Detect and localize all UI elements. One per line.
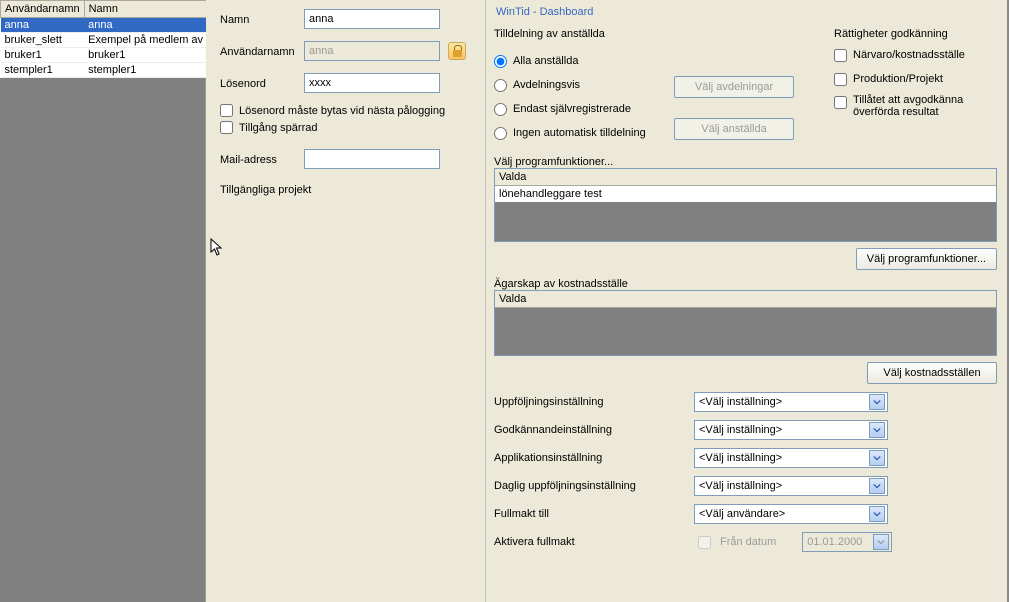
ownership-label: Ägarskap av kostnadsställe <box>494 278 997 290</box>
name-label: Namn <box>220 12 304 26</box>
daily-value: <Välj inställning> <box>699 480 782 492</box>
user-table[interactable]: Användarnamn Namn annaannabruker_slettEx… <box>0 0 217 78</box>
followup-value: <Välj inställning> <box>699 396 782 408</box>
cell-name: bruker1 <box>84 48 216 63</box>
radio-department[interactable] <box>494 79 507 92</box>
application-label: Applikationsinställning <box>494 452 694 464</box>
password-input[interactable] <box>304 73 440 93</box>
delegate-value: <Välj användare> <box>699 508 785 520</box>
table-row[interactable]: bruker_slettExempel på medlem av g <box>1 33 217 48</box>
program-functions-label: Välj programfunktioner... <box>494 156 997 168</box>
cell-username: bruker1 <box>1 48 85 63</box>
ownership-listbox[interactable]: Valda <box>494 290 997 356</box>
user-form-pane: Namn Användarnamn Lösenord Lösenord måst… <box>206 0 486 602</box>
radio-all-employees[interactable] <box>494 55 507 68</box>
from-date-checkbox <box>698 536 711 549</box>
radio-all-label: Alla anställda <box>513 55 578 67</box>
dashboard-pane: WinTid - Dashboard Tilldelning av anstäl… <box>486 0 1009 602</box>
approval-combo[interactable]: <Välj inställning> <box>694 420 888 440</box>
select-employees-button: Välj anställda <box>674 118 794 140</box>
name-input[interactable] <box>304 9 440 29</box>
activate-delegate-label: Aktivera fullmakt <box>494 536 694 548</box>
select-cost-centers-button[interactable]: Välj kostnadsställen <box>867 362 997 384</box>
approval-value: <Välj inställning> <box>699 424 782 436</box>
rights-title: Rättigheter godkänning <box>834 28 997 40</box>
cell-name: stempler1 <box>84 63 216 78</box>
radio-none-label: Ingen automatisk tilldelning <box>513 127 646 139</box>
chevron-down-icon <box>873 534 889 550</box>
rights-production-label: Produktion/Projekt <box>853 73 943 85</box>
program-functions-listbox[interactable]: Valda lönehandleggare test <box>494 168 997 242</box>
program-functions-header: Valda <box>495 169 996 186</box>
program-functions-item[interactable]: lönehandleggare test <box>495 186 996 202</box>
chevron-down-icon <box>869 422 885 438</box>
assign-title: Tilldelning av anställda <box>494 28 794 40</box>
followup-label: Uppföljningsinställning <box>494 396 694 408</box>
table-row[interactable]: bruker1bruker1 <box>1 48 217 63</box>
pw-must-change-checkbox[interactable] <box>220 104 233 117</box>
approval-label: Godkännandeinställning <box>494 424 694 436</box>
chevron-down-icon <box>869 506 885 522</box>
rights-allow-transfer-label: Tillåtet att avgodkänna överförda result… <box>853 94 997 118</box>
chevron-down-icon <box>869 394 885 410</box>
pw-must-change-label: Lösenord måste bytas vid nästa pålogging <box>239 105 445 117</box>
col-header-username[interactable]: Användarnamn <box>1 1 85 18</box>
chevron-down-icon <box>869 478 885 494</box>
radio-dept-label: Avdelningsvis <box>513 79 580 91</box>
username-input <box>304 41 440 61</box>
cell-username: anna <box>1 18 85 33</box>
daily-label: Daglig uppföljningsinställning <box>494 480 694 492</box>
cursor-icon <box>210 238 226 258</box>
from-date-combo: 01.01.2000 <box>802 532 892 552</box>
rights-attendance-checkbox[interactable] <box>834 49 847 62</box>
cell-name: Exempel på medlem av g <box>84 33 216 48</box>
access-locked-label: Tillgång spärrad <box>239 122 317 134</box>
table-row[interactable]: annaanna <box>1 18 217 33</box>
select-program-functions-button[interactable]: Välj programfunktioner... <box>856 248 997 270</box>
delegate-label: Fullmakt till <box>494 508 694 520</box>
from-date-label: Från datum <box>720 536 776 548</box>
radio-none[interactable] <box>494 127 507 140</box>
table-row[interactable]: stempler1stempler1 <box>1 63 217 78</box>
cell-username: stempler1 <box>1 63 85 78</box>
chevron-down-icon <box>869 450 885 466</box>
radio-selfreg[interactable] <box>494 103 507 116</box>
lock-icon[interactable] <box>448 42 466 60</box>
password-label: Lösenord <box>220 76 304 90</box>
user-list-pane: Användarnamn Namn annaannabruker_slettEx… <box>0 0 206 602</box>
followup-combo[interactable]: <Välj inställning> <box>694 392 888 412</box>
rights-allow-transfer-checkbox[interactable] <box>834 96 847 109</box>
daily-combo[interactable]: <Välj inställning> <box>694 476 888 496</box>
select-departments-button: Välj avdelningar <box>674 76 794 98</box>
dashboard-title: WinTid - Dashboard <box>496 6 997 18</box>
access-locked-checkbox[interactable] <box>220 121 233 134</box>
application-value: <Välj inställning> <box>699 452 782 464</box>
projects-label: Tillgängliga projekt <box>220 184 479 196</box>
ownership-header: Valda <box>495 291 996 308</box>
col-header-name[interactable]: Namn <box>84 1 216 18</box>
radio-self-label: Endast självregistrerade <box>513 103 631 115</box>
username-label: Användarnamn <box>220 44 304 58</box>
rights-attendance-label: Närvaro/kostnadsställe <box>853 49 965 61</box>
application-combo[interactable]: <Välj inställning> <box>694 448 888 468</box>
mail-label: Mail-adress <box>220 152 304 166</box>
from-date-value: 01.01.2000 <box>807 536 862 548</box>
mail-input[interactable] <box>304 149 440 169</box>
app-root: Användarnamn Namn annaannabruker_slettEx… <box>0 0 1009 602</box>
rights-production-checkbox[interactable] <box>834 73 847 86</box>
cell-username: bruker_slett <box>1 33 85 48</box>
cell-name: anna <box>84 18 216 33</box>
delegate-combo[interactable]: <Välj användare> <box>694 504 888 524</box>
